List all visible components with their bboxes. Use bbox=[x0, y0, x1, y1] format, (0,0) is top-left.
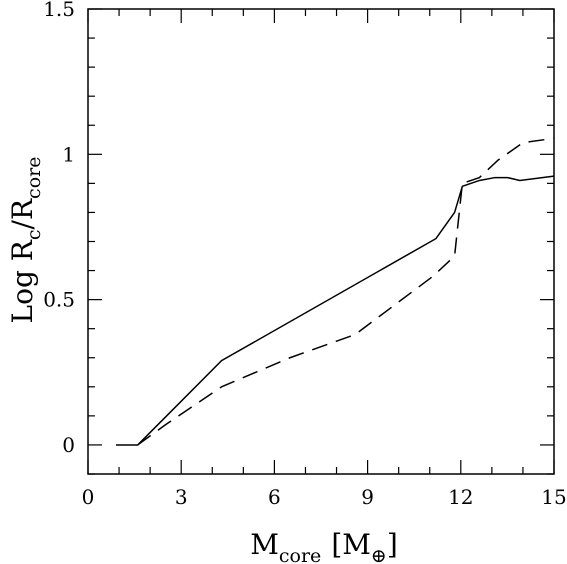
x-tick-label: 0 bbox=[82, 485, 95, 509]
x-axis-label: Mcore [M⊕] bbox=[250, 528, 398, 564]
y-tick-label: 0.5 bbox=[43, 288, 75, 312]
x-tick-label: 9 bbox=[361, 485, 374, 509]
series-group bbox=[115, 137, 555, 446]
x-tick-label: 15 bbox=[541, 485, 566, 509]
plot-frame bbox=[87, 8, 555, 475]
tick-labels: 0 3 6 9 12 15 0 0.5 1 1.5 bbox=[43, 0, 567, 509]
solid-series-line bbox=[115, 175, 555, 446]
x-tick-label: 12 bbox=[448, 485, 473, 509]
x-tick-label: 3 bbox=[175, 485, 188, 509]
x-tick-label: 6 bbox=[268, 485, 281, 509]
y-axis-label: Log Rc/Rcore bbox=[6, 157, 45, 324]
y-tick-label: 1.5 bbox=[43, 0, 75, 21]
y-tick-label: 0 bbox=[62, 433, 75, 457]
y-tick-label: 1 bbox=[62, 142, 75, 166]
dashed-series-line bbox=[137, 137, 555, 446]
axis-ticks bbox=[87, 8, 555, 475]
